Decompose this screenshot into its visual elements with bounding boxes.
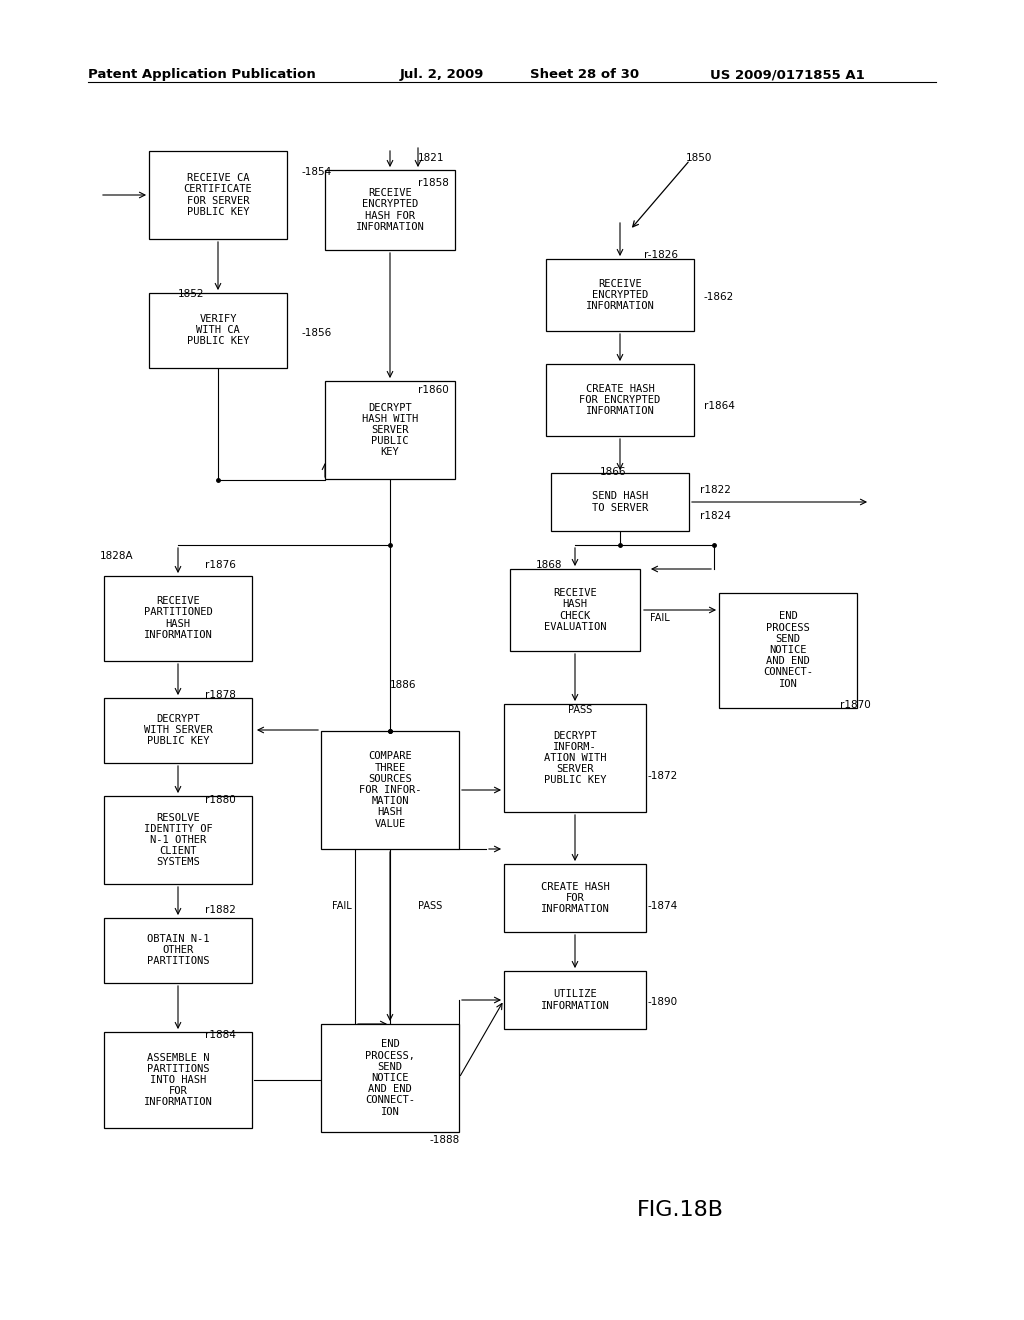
Bar [104,697,252,763]
Bar [150,150,287,239]
Bar [150,293,287,367]
Text: CREATE HASH
FOR
INFORMATION: CREATE HASH FOR INFORMATION [541,882,609,915]
Text: -1862: -1862 [705,292,734,302]
Text: UTILIZE
INFORMATION: UTILIZE INFORMATION [541,990,609,1011]
Text: RECEIVE CA
CERTIFICATE
FOR SERVER
PUBLIC KEY: RECEIVE CA CERTIFICATE FOR SERVER PUBLIC… [183,173,252,216]
Bar [551,473,689,531]
Bar [504,972,646,1030]
Text: ASSEMBLE N
PARTITIONS
INTO HASH
FOR
INFORMATION: ASSEMBLE N PARTITIONS INTO HASH FOR INFO… [143,1052,212,1107]
Text: -1874: -1874 [648,902,678,911]
Text: DECRYPT
INFORM-
ATION WITH
SERVER
PUBLIC KEY: DECRYPT INFORM- ATION WITH SERVER PUBLIC… [544,730,606,785]
Text: OBTAIN N-1
OTHER
PARTITIONS: OBTAIN N-1 OTHER PARTITIONS [146,933,209,966]
Text: RECEIVE
PARTITIONED
HASH
INFORMATION: RECEIVE PARTITIONED HASH INFORMATION [143,597,212,640]
Text: 1828A: 1828A [100,550,133,561]
Text: -1856: -1856 [302,327,332,338]
Text: Patent Application Publication: Patent Application Publication [88,69,315,81]
Text: RESOLVE
IDENTITY OF
N-1 OTHER
CLIENT
SYSTEMS: RESOLVE IDENTITY OF N-1 OTHER CLIENT SYS… [143,813,212,867]
Text: 1866: 1866 [600,467,627,477]
Text: Jul. 2, 2009: Jul. 2, 2009 [400,69,484,81]
Text: 1868: 1868 [536,560,562,570]
Bar [546,364,694,436]
Text: CREATE HASH
FOR ENCRYPTED
INFORMATION: CREATE HASH FOR ENCRYPTED INFORMATION [580,384,660,416]
Text: r1870: r1870 [840,700,870,710]
Text: r1824: r1824 [700,511,731,521]
Bar [325,381,455,479]
Bar [504,704,646,812]
Text: FIG.18B: FIG.18B [637,1200,724,1220]
Text: FAIL: FAIL [650,612,670,623]
Bar [504,865,646,932]
Bar [719,593,857,708]
Text: r1822: r1822 [700,484,731,495]
Text: r1858: r1858 [418,178,449,187]
Text: r1864: r1864 [705,401,735,411]
Text: COMPARE
THREE
SOURCES
FOR INFOR-
MATION
HASH
VALUE: COMPARE THREE SOURCES FOR INFOR- MATION … [358,751,421,829]
Bar [104,796,252,884]
Text: FAIL: FAIL [332,902,352,911]
Text: PASS: PASS [568,705,592,715]
Text: RECEIVE
ENCRYPTED
INFORMATION: RECEIVE ENCRYPTED INFORMATION [586,279,654,312]
Text: r1880: r1880 [205,795,236,805]
Text: END
PROCESS,
SEND
NOTICE
AND END
CONNECT-
ION: END PROCESS, SEND NOTICE AND END CONNECT… [365,1039,415,1117]
Text: RECEIVE
HASH
CHECK
EVALUATION: RECEIVE HASH CHECK EVALUATION [544,589,606,632]
Text: 1821: 1821 [418,153,444,162]
Bar [321,731,459,849]
Text: Sheet 28 of 30: Sheet 28 of 30 [530,69,639,81]
Bar [104,917,252,982]
Bar [546,259,694,331]
Bar [510,569,640,651]
Text: PASS: PASS [418,902,442,911]
Text: VERIFY
WITH CA
PUBLIC KEY: VERIFY WITH CA PUBLIC KEY [186,314,249,346]
Text: r1878: r1878 [205,690,236,700]
Bar [321,1024,459,1133]
Text: r-1826: r-1826 [644,249,678,260]
Bar [325,170,455,249]
Text: 1852: 1852 [178,289,205,300]
Text: r1860: r1860 [418,385,449,395]
Text: 1886: 1886 [390,680,417,690]
Text: -1872: -1872 [648,771,678,781]
Text: r1876: r1876 [205,560,236,570]
Bar [104,1032,252,1129]
Text: -1888: -1888 [430,1135,460,1144]
Text: DECRYPT
HASH WITH
SERVER
PUBLIC
KEY: DECRYPT HASH WITH SERVER PUBLIC KEY [361,403,418,458]
Text: r1882: r1882 [205,906,236,915]
Text: -1854: -1854 [302,168,332,177]
Text: DECRYPT
WITH SERVER
PUBLIC KEY: DECRYPT WITH SERVER PUBLIC KEY [143,714,212,746]
Text: US 2009/0171855 A1: US 2009/0171855 A1 [710,69,864,81]
Text: r1884: r1884 [205,1030,236,1040]
Text: RECEIVE
ENCRYPTED
HASH FOR
INFORMATION: RECEIVE ENCRYPTED HASH FOR INFORMATION [355,189,424,232]
Text: END
PROCESS
SEND
NOTICE
AND END
CONNECT-
ION: END PROCESS SEND NOTICE AND END CONNECT-… [763,611,813,689]
Text: -1890: -1890 [648,997,678,1007]
Text: SEND HASH
TO SERVER: SEND HASH TO SERVER [592,491,648,512]
Bar [104,576,252,660]
Text: 1850: 1850 [686,153,713,162]
